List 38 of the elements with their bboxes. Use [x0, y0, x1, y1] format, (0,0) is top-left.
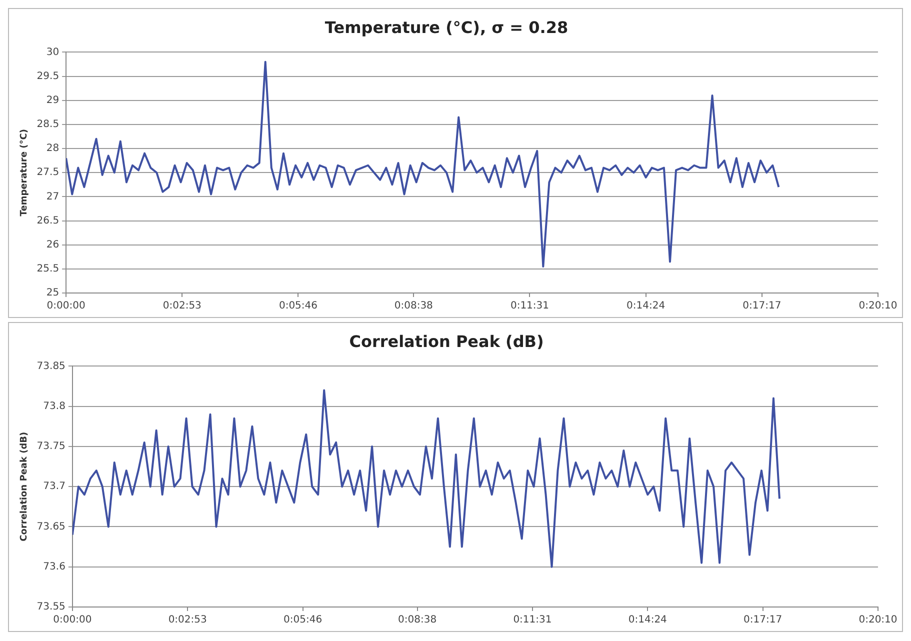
y-tick-label: 26: [46, 239, 60, 250]
chart-title: Temperature (°C), σ = 0.28: [324, 18, 568, 37]
x-tick-label: 0:02:53: [162, 300, 202, 312]
y-tick-label: 26.5: [36, 215, 60, 226]
y-tick-label: 28: [46, 143, 60, 154]
x-tick-label: 0:05:46: [284, 614, 322, 626]
y-tick-label: 73.6: [43, 561, 66, 572]
y-tick-label: 25: [46, 288, 60, 299]
x-tick-label: 0:00:00: [53, 614, 92, 626]
y-tick-label: 73.85: [36, 360, 66, 372]
y-tick-label: 25.5: [36, 264, 60, 275]
x-tick-label: 0:20:10: [858, 300, 898, 312]
x-tick-label: 0:20:10: [858, 614, 898, 626]
x-tick-label: 0:08:38: [394, 300, 433, 312]
y-tick-label: 30: [46, 46, 60, 58]
x-tick-label: 0:11:31: [513, 614, 552, 626]
y-axis-title: Correlation Peak (dB): [20, 432, 30, 542]
chart-title: Correlation Peak (dB): [349, 332, 544, 351]
x-tick-label: 0:11:31: [510, 300, 550, 312]
y-tick-label: 73.55: [36, 602, 66, 613]
x-tick-label: 0:00:00: [46, 300, 86, 312]
x-tick-label: 0:17:17: [744, 614, 782, 626]
y-tick-label: 28.5: [36, 119, 60, 130]
x-tick-label: 0:02:53: [168, 614, 207, 626]
x-tick-label: 0:14:24: [626, 300, 666, 312]
y-tick-label: 29: [46, 94, 60, 106]
y-tick-label: 73.65: [36, 521, 66, 532]
x-tick-label: 0:14:24: [628, 614, 667, 626]
y-tick-label: 73.8: [43, 400, 66, 412]
x-tick-label: 0:05:46: [278, 300, 318, 312]
y-axis-title: Temperature (°C): [20, 129, 30, 216]
y-tick-label: 27.5: [36, 167, 60, 178]
y-tick-label: 73.75: [36, 441, 66, 452]
x-tick-label: 0:17:17: [742, 300, 782, 312]
y-tick-label: 73.7: [43, 481, 66, 492]
y-tick-label: 27: [46, 191, 60, 202]
y-tick-label: 29.5: [36, 70, 60, 82]
x-tick-label: 0:08:38: [398, 614, 437, 626]
